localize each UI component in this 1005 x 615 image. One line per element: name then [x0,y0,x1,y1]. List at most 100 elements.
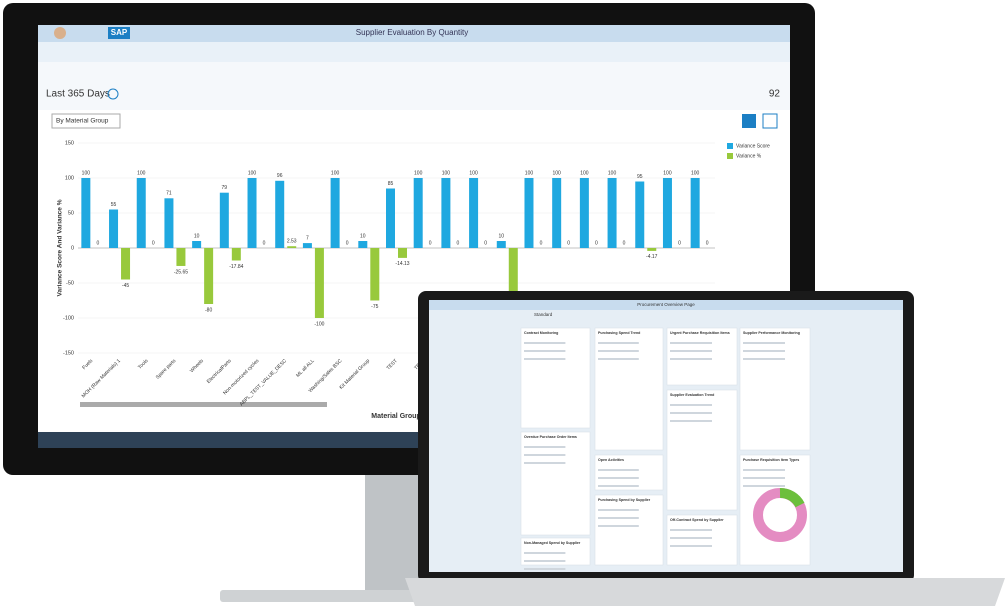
scrollbar[interactable] [80,402,327,407]
bar [219,192,229,248]
page-header [38,62,790,110]
bar [635,181,645,248]
laptop-screen [429,300,903,572]
y-axis-title: Variance Score And Variance % [57,199,64,296]
value-label: 0 [457,240,460,246]
logo: SAP [111,28,128,37]
bar [496,241,506,248]
filter-select[interactable] [51,113,121,129]
period[interactable]: Last 365 Days [46,89,110,100]
card-line [524,342,566,344]
bar [136,178,146,248]
card-line [524,568,566,570]
card-line [524,462,566,464]
value-label: 85 [388,181,394,187]
card-title: Contract Monitoring [524,331,558,335]
value-label: 0 [96,240,99,246]
value-label: 100 [691,170,700,176]
value-label: 0 [152,240,155,246]
app-title[interactable]: Supplier Evaluation By Quantity [356,28,469,37]
card-title: Urgent Purchase Requisition Items [670,331,730,335]
bar [370,248,380,301]
value-label: 95 [637,174,643,180]
legend-label: Variance Score [736,143,770,149]
card[interactable] [520,327,591,429]
value-label: 100 [248,170,257,176]
card-title: Purchasing Spend by Supplier [598,498,651,502]
value-label: 0 [263,240,266,246]
legend-swatch [727,143,733,149]
card-line [524,446,566,448]
value-label: -45 [122,283,129,289]
card-line [743,469,785,471]
y-tick-label: 150 [65,140,74,146]
value-label: 7 [306,235,309,241]
card-line [670,545,712,547]
bar [231,248,241,261]
bar [662,178,672,248]
card-title: Purchasing Spend Trend [598,331,640,335]
y-tick-label: 100 [65,175,74,181]
value-label: 0 [678,240,681,246]
bar [441,178,451,248]
card[interactable] [594,454,664,491]
bar [552,178,562,248]
card[interactable] [520,431,591,536]
card-line [743,485,785,487]
value-label: 0 [706,240,709,246]
card[interactable] [739,327,811,451]
bar [647,248,657,251]
value-label: 100 [553,170,562,176]
card-line [670,342,712,344]
shell-bar [38,25,790,42]
bar [398,248,407,258]
value-label: 0 [540,240,543,246]
bar [302,243,312,248]
card[interactable] [666,389,738,511]
legend-swatch [727,153,733,159]
chart-toggle[interactable] [742,114,756,128]
card[interactable] [594,327,664,451]
x-axis-title: Material Group [371,413,420,420]
value-label: -25.65 [174,269,188,275]
bar [579,178,589,248]
bar [386,188,395,248]
bar [164,198,174,248]
bar [176,248,186,266]
value-label: 100 [608,170,617,176]
value-label: 96 [277,173,283,179]
card-title: Supplier Evaluation Trend [670,393,714,397]
value-label: -14.13 [395,261,409,267]
value-label: -17.84 [229,264,243,270]
card[interactable] [666,327,738,386]
laptop-view[interactable]: Standard [534,312,553,317]
value-label: 100 [580,170,589,176]
card[interactable] [739,454,811,566]
card-line [524,350,566,352]
sub-bar [38,42,790,62]
donut-slice [779,488,805,508]
period-dropdown[interactable] [107,88,119,100]
y-tick-label: 50 [68,210,74,216]
card-line [743,477,785,479]
card-line [598,509,639,511]
card-line [598,477,639,479]
table-toggle[interactable] [762,113,778,129]
count: 92 [769,89,781,100]
card-line [670,529,712,531]
value-label: 100 [442,170,451,176]
bar [469,178,479,248]
value-label: -80 [205,307,212,313]
y-tick-label: -150 [63,350,74,356]
card[interactable] [666,514,738,566]
bar [192,241,202,248]
bar [81,178,91,248]
value-label: -4.17 [646,254,658,260]
card[interactable] [594,494,664,566]
card-line [670,350,712,352]
value-label: 10 [194,233,200,239]
card-line [743,350,785,352]
card-line [524,358,566,360]
value-label: 10 [499,233,505,239]
card-line [598,517,639,519]
